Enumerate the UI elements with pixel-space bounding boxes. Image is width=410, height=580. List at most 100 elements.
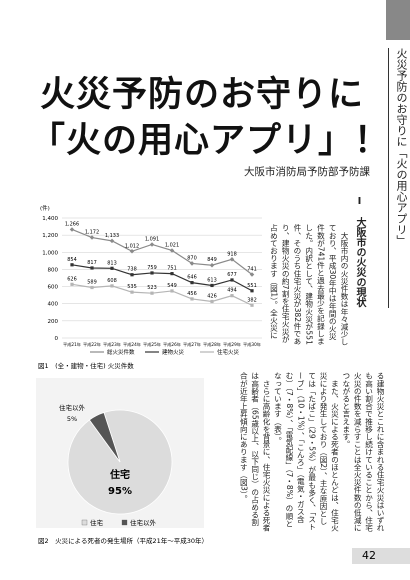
data-label: 1,133: [105, 233, 119, 239]
sidebar-title: 火災予防のお守りに「火の用心アプリ」: [388, 48, 409, 308]
legend-swatch: [81, 519, 88, 526]
slice-label: 住宅: [110, 468, 130, 481]
y-tick-label: 1,400: [42, 216, 58, 222]
data-point: [150, 271, 154, 275]
data-point: [149, 242, 155, 247]
data-label: 759: [147, 265, 157, 271]
data-point: [210, 283, 214, 288]
data-point: [90, 285, 94, 290]
x-tick-label: 平成24年: [123, 341, 141, 348]
y-tick-label: 1,000: [42, 250, 58, 256]
data-point: [250, 303, 254, 307]
x-tick-label: 平成26年: [163, 341, 181, 348]
data-label: 1,012: [125, 243, 139, 249]
y-tick-label: 0: [55, 336, 59, 342]
legend-label: 住宅火災: [217, 348, 240, 356]
data-point: [170, 272, 174, 276]
data-label: 549: [167, 283, 177, 289]
data-point: [109, 238, 115, 244]
data-point: [69, 227, 75, 232]
data-point: [150, 291, 154, 295]
x-tick-label: 平成25年: [143, 341, 161, 348]
data-label: 646: [187, 275, 197, 281]
data-point: [170, 289, 174, 293]
caption: 図2 火災による死者の発生場所（平成21年～平成30年）: [38, 536, 208, 545]
data-label: 817: [87, 260, 97, 266]
legend-label: 住宅以外: [130, 518, 157, 527]
data-label: 1,266: [65, 221, 79, 227]
data-point: [129, 248, 135, 254]
text-block: る建物火災とこれに含まれる住宅火災はいずれも高い割合で推移し続けていることから、…: [208, 372, 386, 532]
data-label: 1,021: [165, 242, 179, 248]
data-point: [70, 263, 74, 267]
data-point: [190, 297, 194, 301]
x-tick-label: 平成23年: [103, 341, 121, 348]
x-tick-label: 平成29年: [223, 341, 241, 348]
data-label: 608: [107, 278, 117, 284]
data-label: 870: [187, 255, 197, 261]
legend-label: 住宅: [90, 518, 104, 527]
data-point: [230, 278, 234, 282]
slice-value: 95%: [108, 486, 132, 497]
page-tab: [352, 548, 410, 564]
data-label: 382: [247, 297, 257, 303]
section-heading: Ⅰ 大阪市の火災の現状: [354, 196, 365, 307]
series-line: [71, 264, 253, 292]
data-label: 613: [207, 277, 217, 283]
title-line: 火災予防のお守りに: [40, 75, 365, 115]
data-label: 751: [167, 266, 177, 272]
data-label: 918: [227, 251, 237, 257]
series-line: [71, 228, 253, 275]
data-label: 1,091: [145, 236, 159, 242]
y-tick-label: 1,200: [42, 233, 58, 239]
y-tick-label: 600: [48, 285, 59, 291]
data-label: 535: [127, 284, 137, 290]
paragraph: さらに高齢化を背景に、住宅火災による死者は高齢者（65歳以上、以下同じ）の占める…: [239, 372, 272, 532]
data-point: [210, 299, 214, 304]
data-point: [190, 281, 194, 285]
data-label: 626: [67, 276, 77, 282]
x-tick-label: 平成30年: [243, 341, 261, 348]
data-point: [250, 289, 254, 293]
data-label: 813: [107, 260, 117, 266]
series-line: [71, 283, 253, 306]
data-label: 426: [207, 293, 217, 299]
data-point: [90, 266, 94, 270]
data-label: 738: [127, 267, 137, 273]
data-point: [249, 272, 255, 277]
y-tick-label: 800: [48, 267, 59, 273]
data-point: [209, 262, 215, 268]
data-label: 523: [147, 285, 157, 291]
slice-value: 5%: [67, 415, 77, 423]
data-label: 456: [187, 291, 197, 297]
data-label: 589: [87, 280, 97, 286]
y-tick-label: 400: [48, 302, 59, 308]
page-number: 42: [362, 549, 376, 562]
data-point: [110, 266, 114, 270]
x-tick-label: 平成21年: [63, 341, 81, 348]
data-point: [130, 290, 134, 294]
data-label: 741: [247, 266, 257, 272]
data-label: 677: [227, 272, 237, 278]
pie-slice: [88, 412, 121, 463]
data-point: [89, 235, 95, 240]
data-point: [130, 273, 134, 277]
paragraph: る建物火災とこれに含まれる住宅火災はいずれも高い割合で推移し続けていることから、…: [341, 372, 385, 532]
x-tick-label: 平成28年: [203, 341, 221, 348]
data-point: [189, 261, 195, 266]
data-label: 551: [247, 283, 257, 289]
data-label: 849: [207, 257, 217, 263]
y-tick-label: 200: [48, 319, 59, 325]
legend-swatch: [121, 519, 128, 526]
paragraph: また、火災による死者のほとんどは、住宅火災により発生しており（図2）、主な原因と…: [273, 372, 340, 532]
slice-label: 住宅以外: [59, 403, 86, 412]
data-label: 494: [227, 288, 237, 294]
x-tick-label: 平成27年: [183, 341, 201, 348]
title-line: 「火の用心アプリ」！: [30, 121, 391, 161]
corner-block: [386, 0, 410, 40]
paragraph: 大阪市内の火災件数は年々減少しており、平成30年中は年間の火災件数が741件と過…: [270, 224, 349, 346]
data-point: [229, 257, 235, 262]
data-label: 854: [67, 257, 77, 263]
